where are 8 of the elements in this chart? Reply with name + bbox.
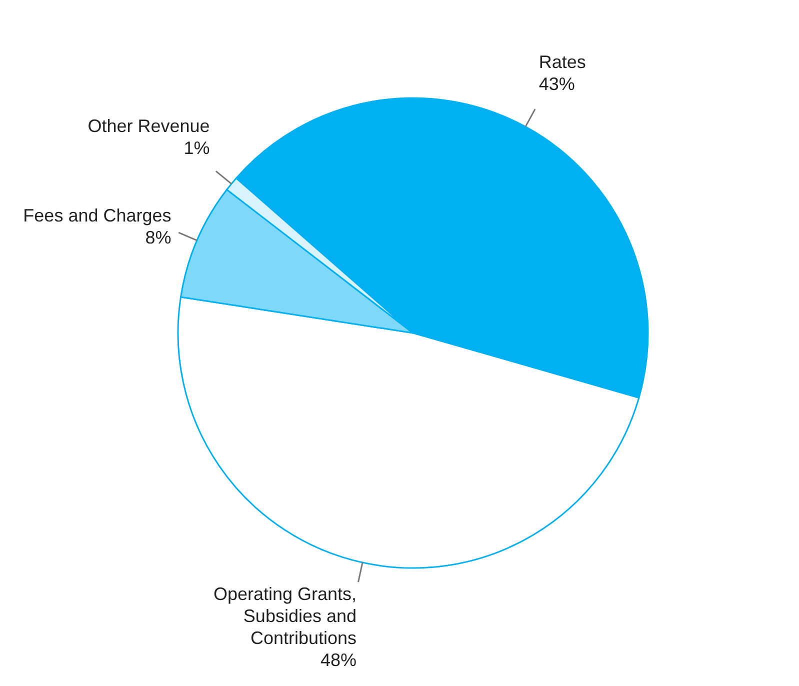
data-label: 1% [184, 138, 210, 158]
data-label: 43% [538, 74, 575, 94]
data-label: 48% [320, 650, 357, 670]
slice-label: Rates [538, 52, 586, 72]
slice-label: Other Revenue [88, 116, 210, 136]
data-label: 8% [145, 227, 172, 248]
slice-label: Fees and Charges [23, 205, 172, 226]
slice-label: Operating Grants, Subsidies and Contributions [213, 584, 357, 648]
